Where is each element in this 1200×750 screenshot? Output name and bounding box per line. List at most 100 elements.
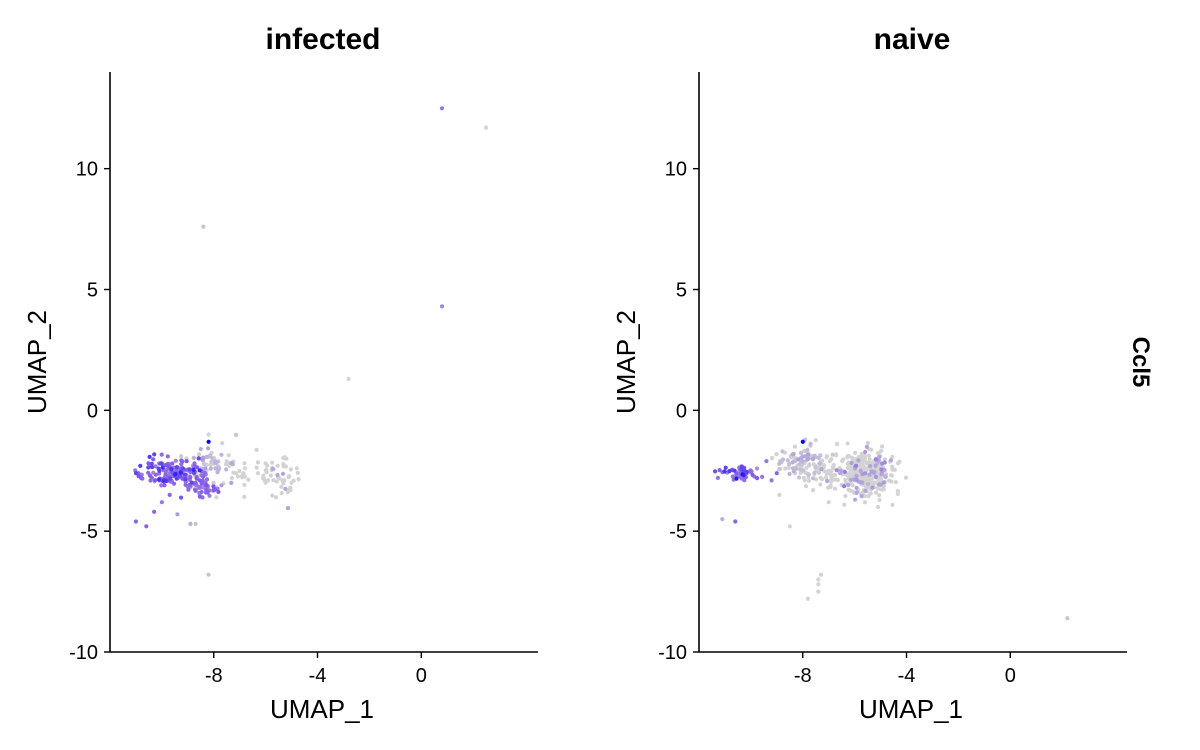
cell-point xyxy=(188,475,193,480)
cell-point xyxy=(868,464,873,469)
cell-point xyxy=(280,478,285,483)
cell-point xyxy=(152,509,157,514)
cell-point xyxy=(812,453,817,458)
cell-point xyxy=(777,467,782,472)
cell-point xyxy=(851,457,856,462)
cell-point xyxy=(246,477,251,482)
cell-point xyxy=(180,476,185,481)
cell-point xyxy=(774,452,779,457)
cell-point xyxy=(866,494,871,499)
cell-point xyxy=(197,468,202,473)
cell-point xyxy=(191,455,196,460)
cell-point xyxy=(770,456,775,461)
cell-point xyxy=(207,493,212,498)
cell-point xyxy=(817,461,822,466)
cell-point xyxy=(800,439,805,444)
x-tick-label: -8 xyxy=(794,665,812,687)
cell-point xyxy=(875,504,881,510)
cell-point xyxy=(796,457,801,462)
cell-point xyxy=(895,488,901,494)
cell-point xyxy=(877,454,882,460)
cell-point xyxy=(867,477,873,483)
cell-point xyxy=(174,476,179,481)
cell-point xyxy=(152,452,157,457)
cell-point xyxy=(201,474,206,479)
cell-point xyxy=(275,472,280,478)
cell-point xyxy=(715,475,721,480)
cell-point xyxy=(166,464,171,469)
cell-point xyxy=(151,457,156,462)
cell-point xyxy=(136,474,141,479)
cell-point xyxy=(279,491,284,496)
cell-point xyxy=(803,484,809,489)
cell-point xyxy=(255,460,261,465)
cell-point xyxy=(750,472,755,477)
cell-point xyxy=(288,488,293,493)
cell-point xyxy=(187,467,192,472)
cell-point xyxy=(873,474,879,479)
cell-point xyxy=(157,468,162,473)
cell-point xyxy=(882,460,887,465)
cell-point xyxy=(216,489,221,494)
cell-point xyxy=(287,474,292,479)
cell-point xyxy=(234,432,239,437)
cell-point xyxy=(813,465,818,470)
cell-point xyxy=(853,450,858,455)
cell-point xyxy=(182,472,188,477)
cell-point xyxy=(174,465,179,470)
cell-point xyxy=(242,466,247,471)
cell-point xyxy=(880,487,885,492)
cell-point xyxy=(846,482,851,488)
cell-point xyxy=(850,483,855,488)
cell-point xyxy=(875,451,881,456)
cell-point xyxy=(816,470,822,475)
cell-point xyxy=(797,462,802,467)
cell-point xyxy=(236,474,241,479)
cell-point xyxy=(204,477,210,482)
cell-point xyxy=(171,481,177,486)
cell-point xyxy=(862,476,868,481)
cell-point xyxy=(150,465,155,470)
cell-point xyxy=(739,467,744,472)
cell-point xyxy=(800,459,805,464)
cell-point xyxy=(164,468,169,473)
cell-point xyxy=(206,439,211,444)
cell-point xyxy=(284,456,289,461)
cell-point xyxy=(484,125,489,130)
cell-point xyxy=(201,462,206,467)
cell-point xyxy=(834,468,839,473)
cell-point xyxy=(845,455,850,460)
cell-point xyxy=(732,468,737,473)
cell-point xyxy=(883,474,888,480)
cell-point xyxy=(179,495,184,500)
cell-point xyxy=(834,477,839,482)
cell-point xyxy=(193,521,198,527)
cell-point xyxy=(806,478,812,483)
cell-point xyxy=(168,476,173,481)
cell-point xyxy=(854,463,859,468)
cell-point xyxy=(826,470,832,475)
cell-point xyxy=(859,451,864,456)
cell-point xyxy=(167,492,172,497)
cell-point xyxy=(879,472,884,477)
cell-point xyxy=(813,438,818,443)
panel-naive: naive -8 -4 0 -10 -5 0 5 10 UMAP_1 UMAP_2 xyxy=(611,23,1127,724)
cell-point xyxy=(162,483,167,488)
y-tick-label: 10 xyxy=(665,159,687,181)
cell-point xyxy=(242,494,247,499)
cell-point xyxy=(834,441,840,446)
cell-point xyxy=(173,472,178,477)
cell-point xyxy=(263,461,268,466)
cell-point xyxy=(816,582,821,587)
cell-point xyxy=(862,453,867,458)
cell-point xyxy=(800,454,805,459)
cell-point xyxy=(797,475,802,480)
cell-point xyxy=(201,224,206,229)
cell-point xyxy=(864,444,870,449)
cell-point xyxy=(792,444,798,449)
cell-point xyxy=(153,464,158,469)
cell-point xyxy=(834,453,839,458)
cell-point xyxy=(777,492,782,497)
cell-point xyxy=(873,463,878,468)
